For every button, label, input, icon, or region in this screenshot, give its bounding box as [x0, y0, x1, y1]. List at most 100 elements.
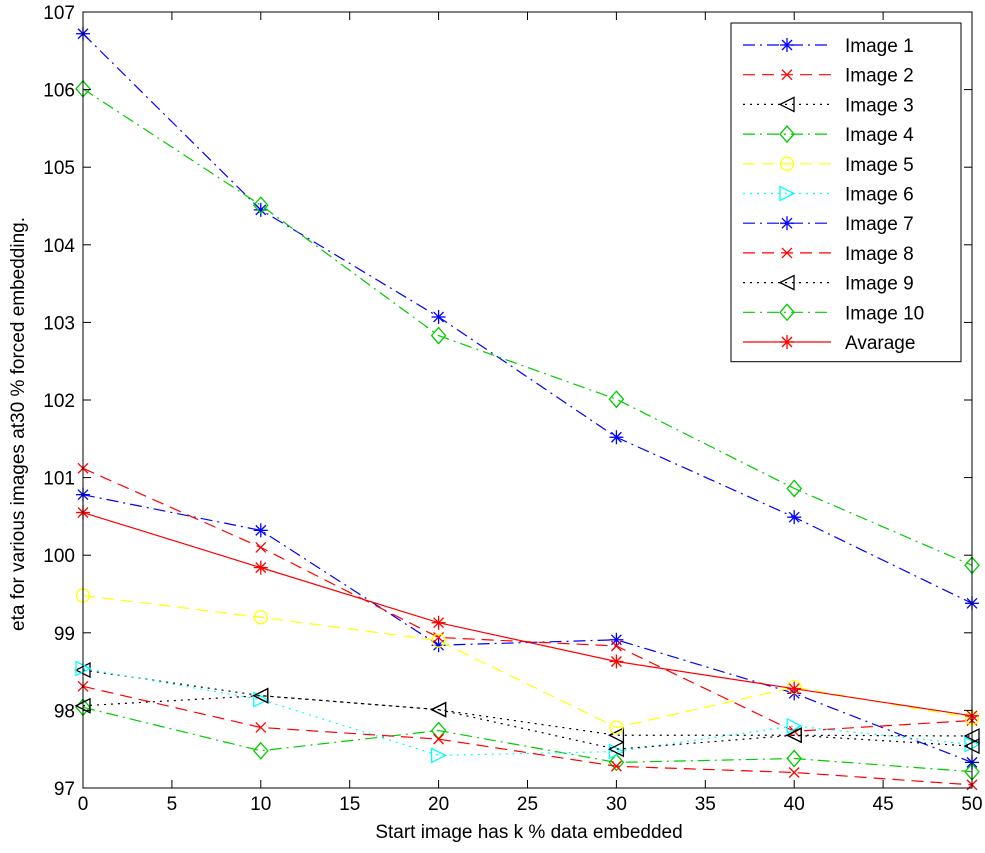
- y-tick-label-7: 104: [43, 236, 75, 257]
- legend-item-1: Image 1: [743, 36, 914, 57]
- data-point-s11-p2: [253, 560, 268, 575]
- series-11: [76, 505, 979, 723]
- x-tick-label-9: 45: [873, 794, 894, 815]
- legend-label-2: Image 2: [845, 66, 914, 87]
- data-point-s2-p2: [255, 541, 267, 553]
- series-line-6: [82, 667, 973, 757]
- legend-marker-7: [780, 216, 794, 231]
- data-point-s7-p5: [787, 510, 802, 525]
- legend-marker-8: [781, 247, 793, 259]
- series-line-3: [82, 669, 973, 737]
- data-point-s6-p2: [253, 691, 270, 708]
- x-tick-label-6: 30: [606, 794, 627, 815]
- legend-item-8: Image 8: [743, 244, 914, 265]
- y-tick-label-9: 106: [43, 81, 75, 102]
- legend-item-2: Image 2: [743, 66, 914, 87]
- y-tick-label-1: 98: [54, 701, 75, 722]
- legend-label-9: Image 9: [845, 274, 914, 295]
- x-tick-label-2: 10: [250, 794, 271, 815]
- axes: 0 5 10 15 20 25 30 35 40 45 50 97 98 99 100 101 102 103 10…: [43, 3, 982, 815]
- data-point-s10-p2: [252, 196, 269, 215]
- data-point-s5-p4: [609, 720, 624, 735]
- legend-marker-11: [780, 335, 794, 349]
- data-point-s2-p4: [610, 640, 622, 652]
- y-tick-label-2: 99: [54, 624, 75, 645]
- data-point-s10-p5: [786, 479, 803, 498]
- series-9: [74, 687, 980, 758]
- y-tick-label-10: 107: [43, 3, 75, 24]
- y-tick-label-0: 97: [54, 779, 75, 800]
- legend-marker-3: [778, 96, 795, 113]
- legend-marker-5: [779, 156, 795, 171]
- series-4: [75, 698, 980, 781]
- legend-item-7: Image 7: [743, 214, 914, 235]
- legend-item-4: Image 4: [743, 125, 914, 146]
- legend-label-10: Image 10: [845, 303, 924, 324]
- legend-item-5: Image 5: [743, 155, 914, 176]
- data-point-s11-p5: [787, 681, 802, 696]
- legend-box: [730, 22, 962, 363]
- legend-item-3: Image 3: [743, 95, 914, 116]
- data-point-s7-p2: [253, 202, 268, 217]
- data-point-s6-p4: [608, 743, 625, 760]
- legend-label-1: Image 1: [845, 36, 914, 57]
- data-point-s9-p5: [785, 727, 802, 744]
- data-point-s8-p4: [610, 760, 622, 772]
- x-axis-label: Start image has k % data embedded: [375, 822, 682, 843]
- x-tick-label-4: 20: [428, 794, 449, 815]
- series-line-5: [82, 594, 973, 729]
- x-tick-label-0: 0: [78, 794, 89, 815]
- legend: Image 1 Image 2 Image 3 Image 4 Image 5 Image…: [730, 22, 962, 363]
- legend-label-11: Avarage: [845, 333, 915, 354]
- legend-marker-9: [778, 274, 795, 291]
- legend-item-6: Image 6: [743, 185, 914, 206]
- x-tick-label-8: 40: [784, 794, 805, 815]
- legend-label-6: Image 6: [845, 185, 914, 206]
- data-point-s9-p4: [607, 741, 625, 758]
- legend-item-9: Image 9: [743, 274, 914, 295]
- x-tick-label-7: 35: [695, 794, 716, 815]
- data-point-s3-p4: [607, 727, 625, 744]
- data-point-s5-p2: [253, 610, 268, 625]
- y-tick-label-3: 100: [43, 546, 75, 567]
- data-point-s2-p3: [433, 631, 445, 643]
- data-point-s1-p4: [609, 632, 624, 647]
- legend-marker-10: [779, 303, 795, 322]
- data-point-s8-p3: [433, 733, 445, 745]
- x-tick-label-1: 5: [167, 794, 178, 815]
- data-point-s5-p3: [431, 633, 446, 648]
- data-point-s11-p3: [431, 615, 446, 630]
- data-point-s9-p3: [430, 701, 447, 718]
- data-point-s1-p2: [253, 523, 268, 538]
- y-tick-label-8: 105: [43, 158, 75, 179]
- series-line-9: [82, 695, 973, 750]
- series-line-10: [82, 88, 973, 566]
- series-3: [74, 661, 980, 745]
- series-line-4: [82, 706, 973, 773]
- data-point-s10-p3: [430, 326, 447, 345]
- x-tick-label-3: 15: [339, 794, 360, 815]
- x-tick-label-10: 50: [961, 794, 982, 815]
- data-point-s4-p2: [252, 741, 269, 760]
- series-line-11: [82, 511, 973, 717]
- x-tick-label-5: 25: [517, 794, 538, 815]
- data-point-s10-p4: [608, 390, 625, 409]
- data-point-s7-p3: [431, 309, 446, 324]
- data-point-s4-p5: [786, 749, 803, 768]
- y-tick-label-4: 101: [43, 469, 75, 490]
- data-point-s9-p2: [252, 687, 269, 704]
- data-point-s6-p5: [786, 717, 803, 734]
- data-point-s4-p4: [608, 753, 625, 772]
- legend-label-3: Image 3: [845, 95, 914, 116]
- series-1: [76, 487, 979, 770]
- data-point-s7-p4: [609, 430, 624, 445]
- data-point-s8-p5: [788, 767, 800, 778]
- series-10: [75, 79, 980, 575]
- series-line-8: [82, 685, 973, 786]
- legend-marker-1: [780, 38, 794, 52]
- data-point-s8-p2: [255, 722, 267, 733]
- series-line-1: [82, 494, 973, 763]
- data-point-s6-p3: [430, 747, 448, 764]
- legend-label-4: Image 4: [845, 125, 914, 146]
